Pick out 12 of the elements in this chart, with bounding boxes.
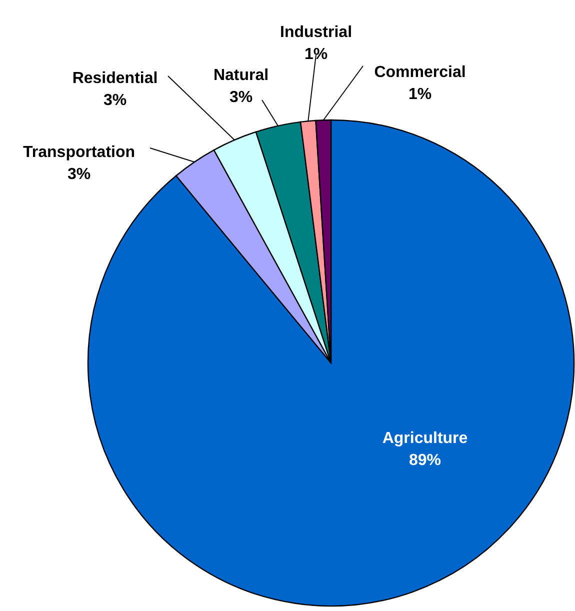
data-label: 3% [229,89,253,106]
data-label: 3% [103,92,127,109]
slice-label: Industrial [280,24,352,41]
slice-label: Commercial [374,64,466,81]
slice-label: Natural [213,67,269,84]
slice-label: Agriculture [382,430,468,447]
data-label: 1% [304,46,328,63]
slice-label: Transportation [22,144,136,161]
data-label: 89% [408,452,442,469]
data-label: 1% [408,86,432,103]
slice-label: Residential [72,70,158,87]
data-label: 3% [67,166,91,183]
